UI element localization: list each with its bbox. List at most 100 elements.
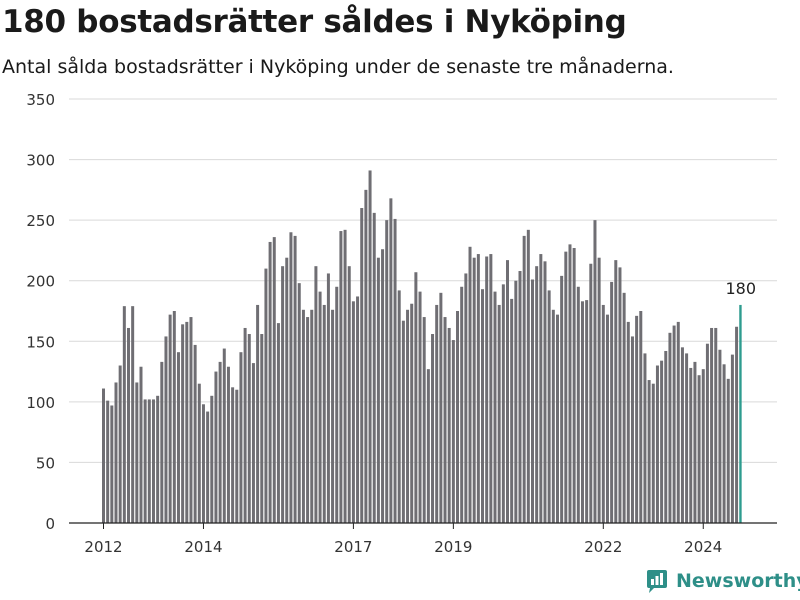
bar	[135, 382, 139, 523]
bars	[102, 170, 742, 524]
x-tick-label: 2017	[334, 538, 372, 556]
bar-chart-logo-icon	[647, 570, 667, 593]
bar	[285, 257, 289, 523]
bar	[401, 320, 405, 523]
bar	[560, 275, 564, 523]
bar	[626, 321, 630, 523]
bar	[314, 266, 318, 523]
bar	[143, 399, 147, 523]
x-tick-label: 2022	[584, 538, 622, 556]
bar	[676, 321, 680, 523]
y-axis-tick-labels: 0 50 100 150 200 250 300 350	[26, 91, 55, 533]
bar	[572, 248, 576, 523]
bar	[564, 251, 568, 523]
bar	[122, 306, 126, 523]
x-tick-label: 2019	[434, 538, 472, 556]
bar	[172, 311, 176, 523]
bar	[655, 365, 659, 523]
y-tick-label: 350	[26, 91, 55, 109]
bar	[693, 361, 697, 523]
bar	[589, 263, 593, 523]
bar	[597, 257, 601, 523]
bar	[372, 212, 376, 523]
bar	[705, 343, 709, 523]
bar	[472, 257, 476, 523]
bar	[247, 334, 251, 523]
x-axis-ticks: 2012 2014 2017 2019 2022 2024	[84, 523, 722, 556]
bar	[514, 280, 518, 523]
bar	[501, 284, 505, 523]
bar	[406, 309, 410, 523]
bar	[680, 347, 684, 523]
bar	[164, 336, 168, 523]
bar	[239, 352, 243, 523]
y-tick-label: 250	[26, 212, 55, 230]
bar	[551, 309, 555, 523]
bar	[251, 363, 255, 523]
bar	[601, 304, 605, 523]
bar	[489, 254, 493, 523]
bar	[118, 365, 122, 523]
bar	[614, 260, 618, 523]
bar	[293, 235, 297, 523]
bar	[555, 314, 559, 523]
chart-title: 180 bostadsrätter såldes i Nyköping	[2, 4, 627, 40]
bar	[222, 348, 226, 523]
bar	[289, 232, 293, 523]
bar	[306, 317, 310, 523]
bar	[418, 291, 422, 523]
bar	[497, 304, 501, 523]
bar	[272, 237, 276, 523]
bar	[102, 388, 105, 523]
brand-name: Newsworthy	[676, 570, 800, 592]
bar	[214, 371, 218, 523]
bar	[126, 327, 130, 523]
bar	[510, 298, 514, 523]
bar	[526, 229, 530, 523]
bar	[464, 273, 468, 523]
bar	[431, 334, 435, 523]
bar	[231, 387, 235, 523]
bar	[635, 315, 639, 523]
y-tick-label: 300	[26, 152, 55, 170]
y-tick-label: 0	[45, 515, 55, 533]
bar	[730, 354, 734, 523]
bar	[701, 369, 705, 523]
bar	[360, 208, 364, 523]
bar	[189, 317, 193, 523]
bar	[593, 220, 597, 523]
bar	[385, 220, 389, 523]
bar	[522, 235, 526, 523]
bar	[518, 271, 522, 523]
bar	[668, 332, 672, 523]
bar	[335, 286, 339, 523]
bar	[176, 352, 180, 523]
bar	[310, 309, 314, 523]
y-tick-label: 150	[26, 333, 55, 351]
bar	[697, 375, 701, 523]
bar	[185, 321, 189, 523]
bar	[268, 241, 272, 523]
y-tick-label: 200	[26, 273, 55, 291]
bar	[156, 395, 160, 523]
bar	[630, 336, 634, 523]
bar	[476, 254, 480, 523]
bar	[318, 291, 322, 523]
bar	[301, 309, 305, 523]
bar	[218, 361, 222, 523]
bar	[322, 304, 326, 523]
bar	[710, 327, 714, 523]
bar	[410, 303, 414, 523]
bar	[531, 279, 534, 523]
bar	[622, 292, 626, 523]
bar	[722, 364, 726, 523]
bar	[393, 218, 397, 523]
bar	[451, 340, 455, 523]
bar	[439, 292, 443, 523]
bar	[197, 383, 201, 523]
bar	[260, 334, 264, 523]
newsworthy-logo[interactable]: Newsworthy	[644, 568, 800, 594]
bar	[460, 286, 464, 523]
bar	[264, 268, 268, 523]
